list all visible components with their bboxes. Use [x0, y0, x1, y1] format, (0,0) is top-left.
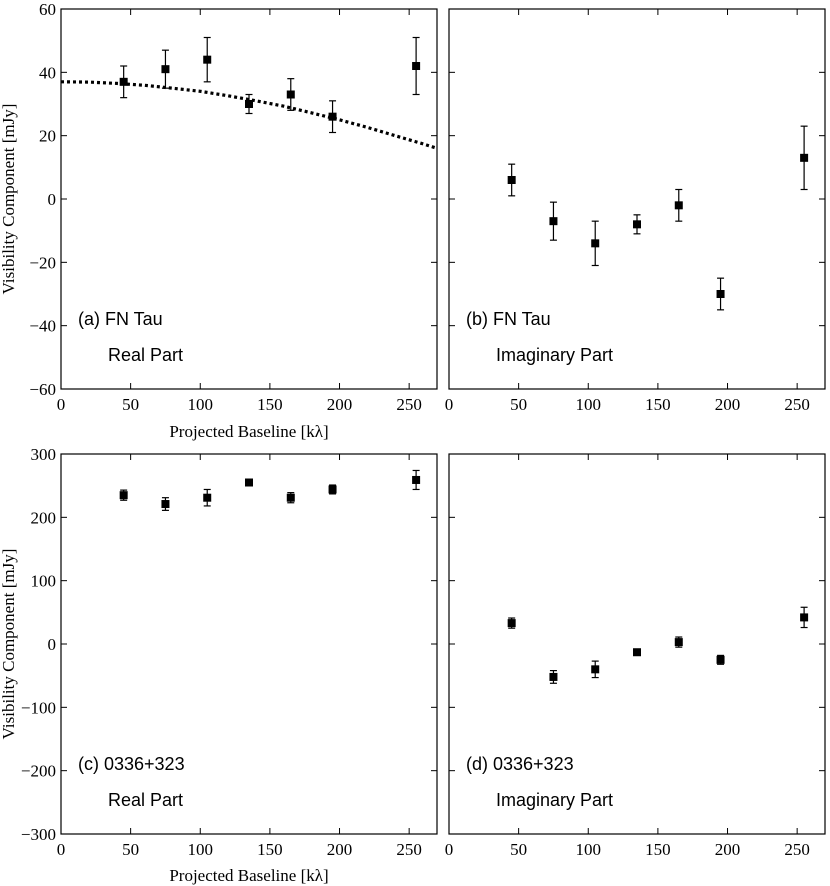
panel-a-y-tick-label: −60: [29, 380, 56, 399]
panel-d-data-point: [507, 619, 516, 628]
panel-b-x-tick-label: 100: [576, 395, 602, 414]
panel-d-data-point: [591, 665, 600, 674]
panel-a-y-tick-label: −20: [29, 253, 56, 272]
panel-a-data-point: [161, 65, 170, 74]
panel-c-frame: [60, 453, 438, 835]
panel-a-model-curve: [60, 80, 438, 150]
panel-c-data-point: [412, 475, 421, 484]
panel-a-x-tick-label: 250: [396, 395, 422, 414]
panel-d: 0 50 100 150 200 250: [445, 453, 825, 859]
panel-a-x-tick-label: 0: [57, 395, 66, 414]
panel-c-y-tick-label: 200: [31, 508, 57, 527]
panel-c-y-tick-label: −100: [21, 698, 56, 717]
panel-a-y-tick-label: 60: [39, 0, 56, 19]
panel-c-y-tick-label: −300: [21, 825, 56, 844]
panel-a-annotation: (a) FN Tau: [78, 309, 163, 329]
panel-a-frame: [60, 8, 438, 390]
panel-d-subtitle: Imaginary Part: [496, 790, 613, 810]
panel-a-x-tick-label: 100: [188, 395, 214, 414]
panel-b-data-point: [674, 201, 683, 210]
panel-b-data-point: [800, 153, 809, 162]
y-axis-title-bottom: Visibility Component [mJy]: [0, 549, 18, 740]
panel-c-y-tick-label: 0: [48, 635, 57, 654]
panel-a-data-point: [286, 90, 295, 99]
panel-a-y-tick-label: 20: [39, 127, 56, 146]
x-axis-title-top: Projected Baseline [kλ]: [169, 422, 328, 441]
panel-c-x-tick-label: 0: [57, 840, 66, 859]
panel-d-x-tick-label: 100: [576, 840, 602, 859]
panel-c-subtitle: Real Part: [108, 790, 183, 810]
panel-c-annotation: (c) 0336+323: [78, 754, 185, 774]
panel-b-x-tick-label: 250: [784, 395, 810, 414]
panel-b-data-point: [591, 239, 600, 248]
panel-d-data-point: [674, 638, 683, 647]
panel-c-x-tick-label: 100: [188, 840, 214, 859]
panel-b-frame: [448, 8, 826, 390]
panel-b-x-tick-label: 150: [645, 395, 671, 414]
panel-c-x-tick-label: 250: [396, 840, 422, 859]
panel-b-data-point: [716, 290, 725, 298]
panel-c: 0 50 100 150 200 250 −300 −200 −100 0 100 200 300: [21, 445, 437, 859]
panel-d-data-point: [800, 613, 809, 622]
panel-c-data-point: [245, 478, 253, 487]
panel-c-x-tick-label: 50: [122, 840, 139, 859]
x-axis-title-bottom: Projected Baseline [kλ]: [169, 866, 328, 885]
panel-a-y-tick-label: −40: [29, 317, 56, 336]
panel-d-frame: [448, 453, 826, 835]
panel-d-annotation: (d) 0336+323: [466, 754, 574, 774]
panel-b-x-tick-label: 200: [715, 395, 741, 414]
panel-c-data-point: [119, 491, 128, 500]
panel-d-x-tick-label: 150: [645, 840, 671, 859]
panel-a-subtitle: Real Part: [108, 345, 183, 365]
panel-c-y-tick-label: −200: [21, 762, 56, 781]
panel-c-x-tick-label: 150: [257, 840, 283, 859]
panel-d-x-tick-label: 0: [445, 840, 454, 859]
panel-a-data-point: [119, 77, 128, 86]
panel-d-data-point: [549, 672, 558, 681]
panel-a-data-point: [328, 112, 337, 121]
panel-d-data-point: [716, 655, 725, 664]
y-axis-title-top: Visibility Component [mJy]: [0, 104, 18, 295]
panel-a-y-tick-label: 40: [39, 63, 56, 82]
panel-b-x-tick-label: 50: [510, 395, 527, 414]
panel-a-x-tick-label: 150: [257, 395, 283, 414]
panel-b-x-tick-label: 0: [445, 395, 454, 414]
panel-c-data-point: [203, 493, 212, 502]
panel-c-data-point: [286, 493, 295, 502]
panel-c-data-point: [328, 485, 337, 494]
panel-b-data-point: [507, 176, 516, 184]
panel-a-data-point: [412, 62, 421, 70]
panel-c-x-tick-label: 200: [327, 840, 353, 859]
panel-d-data-point: [633, 648, 641, 657]
panel-a: 0 50 100 150 200 250 −60 −40 −20 0 20 40 60: [29, 0, 438, 414]
panel-d-x-tick-label: 50: [510, 840, 527, 859]
panel-b: 0 50 100 150 200 250: [445, 8, 825, 414]
panel-c-y-tick-label: 300: [31, 445, 57, 464]
panel-b-data-point: [633, 220, 641, 229]
panel-a-data-point: [203, 55, 212, 64]
panel-a-x-tick-label: 200: [327, 395, 353, 414]
panel-a-y-tick-label: 0: [48, 190, 57, 209]
panel-b-data-point: [549, 217, 558, 226]
panel-d-x-tick-label: 250: [784, 840, 810, 859]
panel-c-data-point: [161, 500, 170, 509]
panel-b-annotation: (b) FN Tau: [466, 309, 551, 329]
panel-a-x-tick-label: 50: [122, 395, 139, 414]
panel-c-y-tick-label: 100: [31, 572, 57, 591]
panel-d-x-tick-label: 200: [715, 840, 741, 859]
panel-b-subtitle: Imaginary Part: [496, 345, 613, 365]
panel-a-data-point: [245, 100, 253, 108]
